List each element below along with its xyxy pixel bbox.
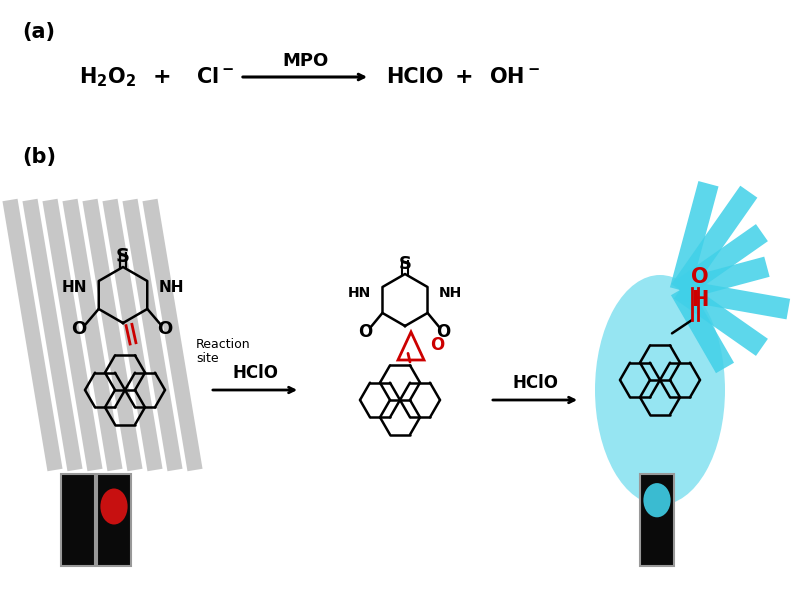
Text: $\mathbf{OH^-}$: $\mathbf{OH^-}$ [490,67,541,87]
Text: O: O [358,323,372,341]
Text: O: O [436,323,450,341]
Text: HN: HN [62,280,87,296]
Text: HClO: HClO [232,364,278,382]
FancyBboxPatch shape [61,474,95,566]
Text: O: O [71,320,86,338]
Text: site: site [196,352,218,365]
Ellipse shape [595,275,725,505]
Text: O: O [430,336,444,354]
Text: $\mathbf{Cl^-}$: $\mathbf{Cl^-}$ [196,67,234,87]
Ellipse shape [101,488,128,524]
Text: HClO: HClO [386,67,444,87]
Text: MPO: MPO [282,52,328,70]
Text: O: O [158,320,173,338]
Text: $\mathbf{H_2O_2}$: $\mathbf{H_2O_2}$ [79,65,137,89]
Text: H: H [691,290,709,310]
Text: S: S [398,255,411,273]
Text: Reaction: Reaction [196,339,250,352]
Text: HN: HN [348,286,371,300]
Text: NH: NH [439,286,462,300]
Text: +: + [454,67,474,87]
Text: O: O [691,267,709,287]
Text: (a): (a) [22,22,55,42]
FancyBboxPatch shape [640,474,674,566]
Text: +: + [153,67,171,87]
Ellipse shape [643,483,670,517]
Text: NH: NH [159,280,185,296]
FancyBboxPatch shape [97,474,131,566]
Text: S: S [116,247,130,266]
Text: HClO: HClO [512,374,558,392]
Text: (b): (b) [22,147,56,167]
